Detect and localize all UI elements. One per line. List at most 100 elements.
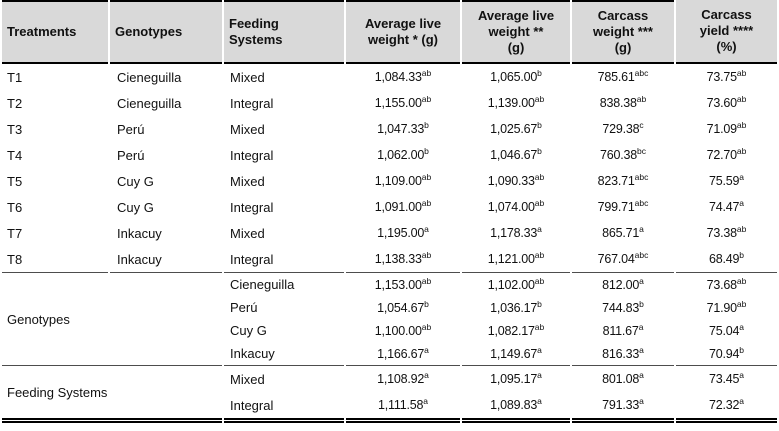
feeding-system-summary-row: Integral 1,111.58a 1,089.83a 791.33a 72.32a [2, 392, 777, 423]
significance-superscript: b [424, 145, 429, 156]
value-text: 1,090.33 [487, 174, 535, 188]
value-text: 74.47 [708, 200, 740, 214]
value-text: 1,155.00 [374, 96, 422, 110]
avg-live-weight-2-cell: 1,074.00ab [462, 194, 570, 220]
significance-superscript: abc [634, 197, 649, 208]
significance-superscript: ab [421, 197, 432, 208]
carcass-yield-cell: 71.09ab [676, 116, 777, 142]
value-text: 1,195.00 [377, 226, 425, 240]
feeding-system-cell: Integral [230, 95, 274, 111]
avg-live-weight-2-cell: 1,025.67b [462, 116, 570, 142]
genotype-cell: Cieneguilla [117, 69, 182, 85]
genotype-summary-row: Genotypes Cieneguilla 1,153.00ab 1,102.00ab… [2, 273, 777, 366]
feeding-system-cell: Integral [224, 246, 344, 273]
genotype-name-cell: Inkacuy [224, 342, 344, 366]
carcass-yield-cell: 73.75ab [676, 64, 777, 90]
significance-superscript: b [537, 145, 542, 156]
carcass-yield-cell: 75.04a [676, 319, 777, 342]
significance-superscript: ab [736, 298, 747, 309]
value-text: 1,082.17 [487, 323, 535, 338]
value-text: 1,149.67 [490, 346, 538, 361]
header-carcass-weight: Carcass weight *** (g) [572, 0, 674, 64]
avg-live-weight-1-cell: 1,047.33b [346, 116, 460, 142]
significance-superscript: bc [637, 145, 647, 156]
value-text: 73.60 [706, 96, 737, 110]
feeding-system-name-cell: Integral [224, 392, 344, 423]
genotype-name-cell: Cieneguilla [230, 277, 295, 292]
significance-superscript: ab [736, 119, 747, 130]
treatment-row: T7 Inkacuy Mixed 1,195.00a 1,178.33a 865.71a 7… [2, 220, 777, 246]
avg-live-weight-1-cell: 1,108.92a [346, 366, 460, 392]
significance-superscript: b [537, 298, 542, 309]
avg-live-weight-1-cell: 1,138.33ab [346, 246, 460, 273]
avg-live-weight-1-cell: 1,054.67b [346, 296, 460, 319]
carcass-weight-cell: 799.71abc [572, 194, 674, 220]
significance-superscript: abc [634, 249, 649, 260]
treatment-cell: T3 [7, 121, 23, 137]
treatment-cell: T4 [7, 147, 23, 163]
value-text: 823.71 [597, 174, 635, 188]
value-text: 767.04 [597, 252, 635, 266]
carcass-weight-cell: 838.38ab [572, 90, 674, 116]
avg-live-weight-2-cell: 1,046.67b [462, 142, 570, 168]
treatment-row: T4 Perú Integral 1,062.00b 1,046.67b 760.38bc… [2, 142, 777, 168]
header-genotypes: Genotypes [110, 0, 222, 64]
avg-live-weight-2-cell: 1,102.00ab [462, 273, 570, 296]
value-text: 1,095.17 [490, 372, 538, 386]
genotype-name-cell: Perú [230, 300, 258, 315]
value-text: 801.08 [602, 372, 640, 386]
feeding-system-cell: Mixed [230, 173, 265, 189]
significance-superscript: a [423, 395, 428, 406]
significance-superscript: b [424, 298, 429, 309]
treatment-cell: T7 [7, 225, 23, 241]
header-avg-live-weight-1: Average live weight * (g) [346, 0, 460, 64]
value-text: 1,138.33 [374, 252, 422, 266]
carcass-yield-cell: 73.60ab [676, 90, 777, 116]
value-text: 865.71 [602, 226, 640, 240]
value-text: 70.94 [708, 346, 740, 361]
significance-superscript: c [639, 119, 644, 130]
carcass-weight-cell: 811.67a [572, 319, 674, 342]
genotype-cell: Cieneguilla [117, 95, 182, 111]
value-text: 72.70 [706, 148, 737, 162]
significance-superscript: ab [534, 249, 545, 260]
carcass-weight-cell: 823.71abc [572, 168, 674, 194]
treatment-row: T2 Cieneguilla Integral 1,155.00ab 1,139.00a… [2, 90, 777, 116]
carcass-weight-cell: 760.38bc [572, 142, 674, 168]
carcass-weight-cell: 729.38c [572, 116, 674, 142]
significance-superscript: ab [736, 145, 747, 156]
avg-live-weight-1-cell: 1,100.00ab [346, 319, 460, 342]
significance-superscript: b [739, 344, 744, 355]
significance-superscript: a [639, 275, 644, 286]
avg-live-weight-2-cell: 1,090.33ab [462, 168, 570, 194]
avg-live-weight-1-cell: 1,195.00a [346, 220, 460, 246]
genotype-summary-row: Cuy G 1,100.00ab 1,082.17ab 811.67a 75.04a [2, 319, 777, 342]
feeding-system-cell: Mixed [230, 225, 265, 241]
feeding-system-cell: Mixed [230, 69, 265, 85]
significance-superscript: a [638, 321, 644, 332]
genotype-name-cell: Cuy G [230, 323, 267, 338]
header-treatments: Treatments [2, 0, 108, 64]
value-text: 71.09 [706, 122, 737, 136]
header-carcass-yield: Carcass yield **** (%) [676, 0, 777, 64]
avg-live-weight-2-cell: 1,036.17b [462, 296, 570, 319]
significance-superscript: b [424, 119, 429, 130]
treatment-row: T6 Cuy G Integral 1,091.00ab 1,074.00ab 799.7… [2, 194, 777, 220]
genotype-cell: Inkacuy [110, 246, 222, 273]
value-text: 1,036.17 [490, 300, 538, 315]
avg-live-weight-1-cell: 1,111.58a [346, 392, 460, 423]
value-text: 791.33 [602, 398, 640, 412]
significance-superscript: a [537, 344, 542, 355]
carcass-yield-cell: 74.47a [676, 194, 777, 220]
value-text: 1,178.33 [490, 226, 538, 240]
header-feeding-systems: Feeding Systems [224, 0, 344, 64]
value-text: 1,111.58 [378, 398, 424, 412]
significance-superscript: ab [534, 197, 545, 208]
carcass-weight-cell: 812.00a [572, 273, 674, 296]
genotype-cell: Cuy G [117, 199, 154, 215]
feeding-system-cell: Integral [230, 147, 274, 163]
carcass-yield-cell: 71.90ab [676, 296, 777, 319]
carcass-yield-cell: 73.38ab [676, 220, 777, 246]
feeding-system-cell: Mixed [230, 121, 265, 137]
